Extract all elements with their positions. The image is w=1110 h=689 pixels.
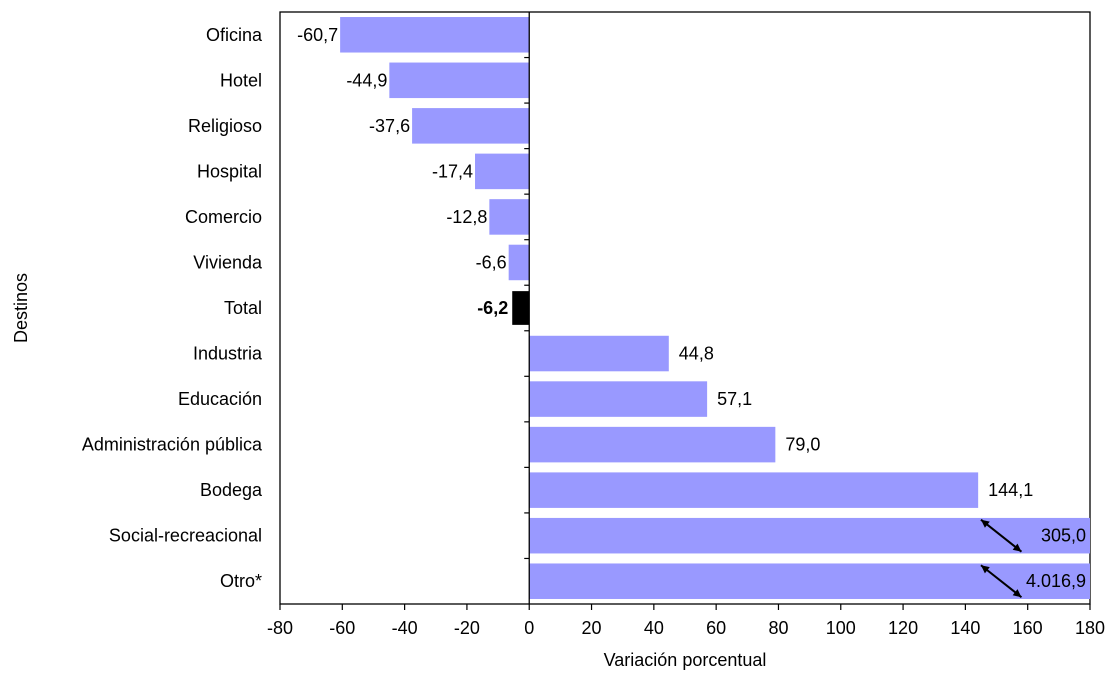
category-label: Religioso <box>188 116 262 136</box>
x-tick-label: 180 <box>1075 618 1105 638</box>
x-tick-label: 60 <box>706 618 726 638</box>
break-arrow <box>980 518 1023 553</box>
labels-group: Oficina -60,7 Hotel -44,9 Religioso -37,6 Hosp… <box>82 25 1086 599</box>
x-tick-label: 0 <box>524 618 534 638</box>
value-label: -6,2 <box>477 298 508 318</box>
value-label: -44,9 <box>346 70 387 90</box>
x-tick-label: 120 <box>888 618 918 638</box>
bar-oficina <box>340 17 530 53</box>
bar-religioso <box>412 108 530 144</box>
value-label: -17,4 <box>432 161 473 181</box>
arrow-head <box>1012 543 1022 552</box>
category-label: Bodega <box>200 480 263 500</box>
x-tick-label: 140 <box>950 618 980 638</box>
value-label: -12,8 <box>446 207 487 227</box>
x-tick-label: 100 <box>826 618 856 638</box>
category-label: Total <box>224 298 262 318</box>
category-label: Hotel <box>220 70 262 90</box>
x-tick-label: -20 <box>454 618 480 638</box>
x-tick-label: 40 <box>644 618 664 638</box>
bar-hotel <box>389 62 530 99</box>
arrow-head <box>1012 589 1022 598</box>
value-label: -60,7 <box>297 25 338 45</box>
category-label: Administración pública <box>82 435 263 455</box>
bar-vivienda <box>508 244 530 281</box>
x-tick-label: -60 <box>329 618 355 638</box>
bar-social-recreacional <box>529 517 1090 554</box>
bar-comercio <box>489 199 530 235</box>
category-label: Hospital <box>197 161 262 181</box>
value-label: 57,1 <box>717 389 752 409</box>
category-label: Otro* <box>220 571 262 591</box>
value-label: 144,1 <box>988 480 1033 500</box>
bar-hospital <box>475 153 530 190</box>
x-tick-label: 160 <box>1013 618 1043 638</box>
x-tick-label: -80 <box>267 618 293 638</box>
x-axis-title: Variación porcentual <box>604 650 767 670</box>
value-label: 79,0 <box>785 435 820 455</box>
arrow-head <box>980 519 990 528</box>
category-label: Comercio <box>185 207 262 227</box>
bar-bodega <box>529 472 979 508</box>
x-tick-label: -40 <box>392 618 418 638</box>
value-label: -37,6 <box>369 116 410 136</box>
break-arrow <box>980 564 1023 599</box>
value-label: -6,6 <box>476 252 507 272</box>
arrow-head <box>980 565 990 574</box>
category-label: Industria <box>193 344 263 364</box>
bar-administracion-publica <box>529 426 776 463</box>
category-label: Vivienda <box>193 252 263 272</box>
ticks-group: -80 -60 -40 -20 0 20 40 60 80 100 120 140 160 180 <box>267 12 1105 638</box>
bars-group <box>340 17 1090 599</box>
bar-educacion <box>529 381 708 417</box>
value-label: 44,8 <box>679 344 714 364</box>
bar-total <box>512 291 530 325</box>
bar-industria <box>529 335 669 372</box>
bar-otro <box>529 563 1090 599</box>
plot-area <box>279 11 1091 605</box>
x-tick-label: 80 <box>768 618 788 638</box>
category-label: Educación <box>178 389 262 409</box>
y-axis-title: Destinos <box>11 273 31 343</box>
category-label: Social-recreacional <box>109 526 262 546</box>
value-label: 305,0 <box>1041 526 1086 546</box>
category-label: Oficina <box>206 25 263 45</box>
x-tick-label: 20 <box>582 618 602 638</box>
value-label: 4.016,9 <box>1026 571 1086 591</box>
